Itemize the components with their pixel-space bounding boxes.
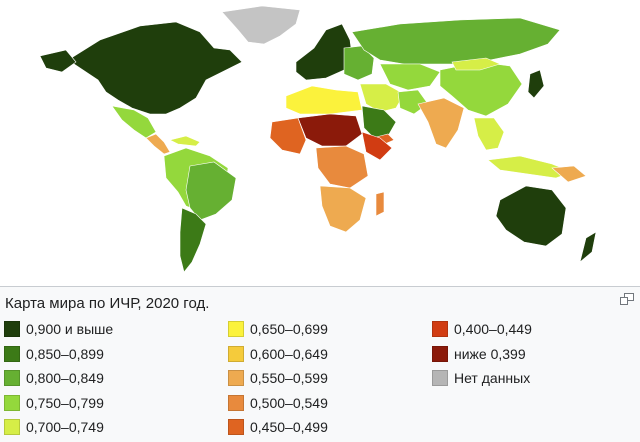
map-caption: Карта мира по ИЧР, 2020 год. 0,900 и выш… (0, 286, 640, 442)
region-japan (527, 69, 545, 99)
region-southeast-asia (473, 117, 505, 151)
legend-column-3: 0,400–0,449 ниже 0,399 Нет данных (432, 317, 532, 391)
legend-swatch (228, 419, 244, 436)
legend-swatch (432, 345, 448, 362)
legend-item: 0,750–0,799 (4, 391, 113, 416)
legend-item: ниже 0,399 (432, 342, 532, 367)
region-caribbean (169, 135, 201, 147)
legend-swatch (4, 370, 20, 387)
legend-item: 0,500–0,549 (228, 391, 328, 416)
legend-label: 0,400–0,449 (454, 321, 532, 338)
legend-swatch (228, 321, 244, 338)
legend-swatch (4, 321, 20, 338)
region-middle-east (359, 83, 405, 113)
region-brazil (185, 161, 237, 221)
legend-column-1: 0,900 и выше 0,850–0,899 0,800–0,849 0,7… (4, 317, 113, 440)
legend-label: 0,450–0,499 (250, 419, 328, 436)
legend-item: 0,450–0,499 (228, 415, 328, 440)
region-central-america (145, 133, 171, 155)
legend-label: ниже 0,399 (454, 345, 526, 362)
legend-item: 0,900 и выше (4, 317, 113, 342)
legend-label: Нет данных (454, 370, 531, 387)
legend-item: 0,850–0,899 (4, 342, 113, 367)
legend-swatch (4, 394, 20, 411)
region-central-africa (315, 145, 369, 189)
region-russia (351, 17, 561, 65)
region-north-america (67, 21, 243, 115)
legend-swatch (4, 345, 20, 362)
legend-swatch (228, 394, 244, 411)
legend-item: Нет данных (432, 366, 532, 391)
legend-swatch (4, 419, 20, 436)
region-new-zealand (579, 231, 597, 263)
legend-item: 0,800–0,849 (4, 366, 113, 391)
legend-item: 0,600–0,649 (228, 342, 328, 367)
legend-label: 0,800–0,849 (26, 370, 104, 387)
world-map-svg (39, 5, 597, 273)
legend-label: 0,850–0,899 (26, 345, 104, 362)
legend-label: 0,500–0,549 (250, 394, 328, 411)
legend-item: 0,700–0,749 (4, 415, 113, 440)
region-mexico (111, 105, 157, 139)
enlarge-icon[interactable] (620, 293, 634, 305)
legend-label: 0,650–0,699 (250, 321, 328, 338)
region-papua (551, 165, 587, 183)
legend-column-2: 0,650–0,699 0,600–0,649 0,550–0,599 0,50… (228, 317, 328, 440)
region-europe-west (295, 23, 353, 81)
legend-item: 0,650–0,699 (228, 317, 328, 342)
region-madagascar (375, 191, 385, 217)
region-central-asia (379, 63, 441, 91)
legend-item: 0,550–0,599 (228, 366, 328, 391)
legend-label: 0,600–0,649 (250, 345, 328, 362)
region-south-america-south (179, 207, 207, 273)
legend-label: 0,550–0,599 (250, 370, 328, 387)
legend-label: 0,750–0,799 (26, 394, 104, 411)
region-australia (495, 185, 567, 247)
world-map (39, 5, 597, 273)
caption-title: Карта мира по ИЧР, 2020 год. (5, 295, 210, 312)
legend-item: 0,400–0,449 (432, 317, 532, 342)
region-mongolia (451, 57, 501, 71)
region-south-asia (417, 97, 465, 149)
legend-swatch (228, 345, 244, 362)
region-north-africa (285, 85, 363, 115)
region-sahel (297, 113, 363, 147)
legend-swatch (432, 321, 448, 338)
legend-swatch (228, 370, 244, 387)
legend-label: 0,700–0,749 (26, 419, 104, 436)
region-west-africa (269, 117, 307, 155)
legend-label: 0,900 и выше (26, 321, 114, 338)
region-horn-africa (361, 131, 393, 161)
region-southern-africa (319, 185, 367, 233)
region-alaska (39, 49, 77, 73)
region-greenland (221, 5, 301, 45)
legend-swatch (432, 370, 448, 387)
